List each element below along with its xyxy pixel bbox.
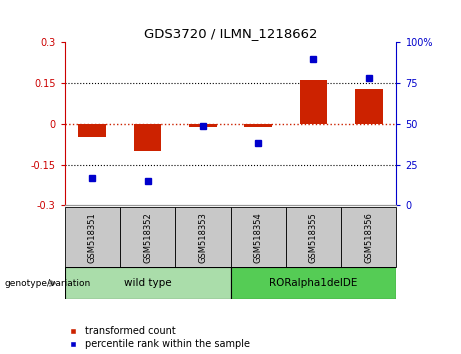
Bar [341, 207, 396, 267]
Bar [244, 124, 272, 127]
Text: GSM518354: GSM518354 [254, 212, 263, 263]
Bar [78, 124, 106, 137]
Legend: transformed count, percentile rank within the sample: transformed count, percentile rank withi… [70, 326, 250, 349]
Bar [355, 89, 383, 124]
Bar [175, 207, 230, 267]
Bar [230, 207, 286, 267]
Text: GSM518356: GSM518356 [364, 212, 373, 263]
Text: GSM518352: GSM518352 [143, 212, 152, 263]
Bar [134, 124, 161, 151]
Bar [286, 207, 341, 267]
Text: wild type: wild type [124, 278, 171, 288]
Text: GSM518355: GSM518355 [309, 212, 318, 263]
Bar [65, 207, 120, 267]
Title: GDS3720 / ILMN_1218662: GDS3720 / ILMN_1218662 [144, 27, 317, 40]
Bar [230, 267, 396, 299]
Text: GSM518351: GSM518351 [88, 212, 97, 263]
Text: RORalpha1delDE: RORalpha1delDE [269, 278, 358, 288]
Bar [120, 207, 175, 267]
Bar [65, 267, 230, 299]
Bar [189, 124, 217, 127]
Bar [300, 80, 327, 124]
Text: GSM518353: GSM518353 [198, 212, 207, 263]
Text: genotype/variation: genotype/variation [5, 279, 91, 288]
